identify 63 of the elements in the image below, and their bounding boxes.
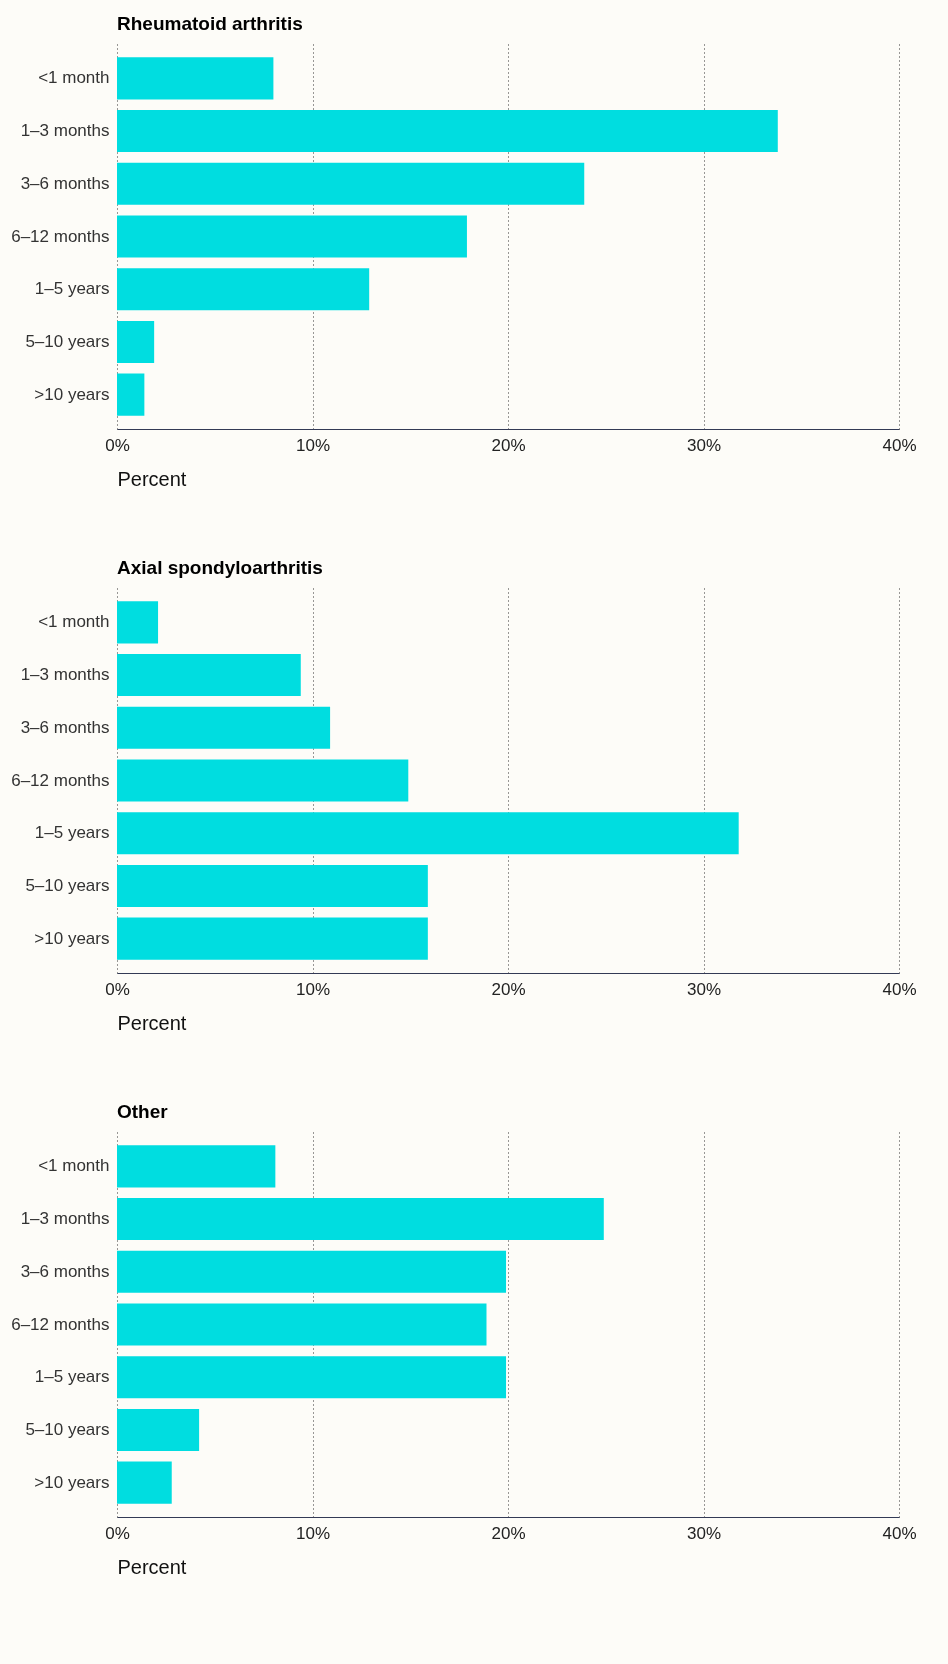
y-tick-label: 5–10 years: [25, 875, 110, 895]
y-tick-label: 3–6 months: [20, 173, 110, 193]
bar: [117, 215, 467, 258]
y-tick-label: <1 month: [38, 68, 110, 88]
bar: [117, 1461, 172, 1504]
bar: [117, 812, 739, 855]
x-tick-label: 20%: [491, 435, 526, 455]
y-tick-label: 3–6 months: [20, 717, 110, 737]
y-tick-label: 1–3 months: [20, 665, 110, 685]
y-tick-label: 5–10 years: [25, 1419, 110, 1439]
x-tick-label: 20%: [491, 979, 526, 999]
bar: [117, 320, 155, 364]
x-tick-label: 10%: [295, 979, 331, 999]
bar: [117, 706, 331, 749]
chart-title: Axial spondyloarthritis: [117, 557, 323, 578]
bar: [117, 759, 409, 802]
bar: [117, 1408, 200, 1452]
chart-title: Rheumatoid arthritis: [117, 13, 303, 34]
x-tick-label: 40%: [882, 435, 917, 455]
bar: [117, 1250, 507, 1293]
y-tick-label: 1–5 years: [34, 1367, 110, 1387]
x-tick-label: 0%: [105, 1523, 130, 1543]
bar: [117, 1145, 276, 1188]
x-tick-label: 10%: [295, 435, 331, 455]
bar: [117, 57, 274, 100]
x-tick-label: 30%: [686, 979, 722, 999]
y-tick-label: 6–12 months: [11, 226, 110, 246]
bar: [117, 864, 428, 908]
bar: [117, 1303, 487, 1346]
x-axis-title: Percent: [117, 467, 187, 490]
x-axis-title: Percent: [117, 1555, 187, 1578]
x-axis-title: Percent: [117, 1011, 187, 1034]
x-tick-label: 30%: [686, 435, 722, 455]
y-tick-label: 1–3 months: [20, 121, 110, 141]
x-tick-label: 10%: [295, 1523, 331, 1543]
y-tick-label: 6–12 months: [11, 1314, 110, 1334]
bar: [117, 373, 145, 416]
y-tick-label: 6–12 months: [11, 770, 110, 790]
y-tick-label: <1 month: [38, 1156, 110, 1176]
y-tick-label: 1–5 years: [34, 823, 110, 843]
x-tick-label: 0%: [105, 435, 130, 455]
bar: [117, 917, 428, 960]
x-tick-label: 0%: [105, 979, 130, 999]
y-tick-label: 1–3 months: [20, 1209, 110, 1229]
x-tick-label: 20%: [491, 1523, 526, 1543]
bar: [117, 1356, 507, 1399]
y-tick-label: 1–5 years: [34, 279, 110, 299]
x-tick-label: 30%: [686, 1523, 722, 1543]
bar: [117, 162, 585, 205]
bar: [117, 601, 159, 644]
bar: [117, 109, 778, 153]
y-tick-label: >10 years: [34, 1472, 110, 1492]
y-tick-label: >10 years: [34, 928, 110, 948]
y-tick-label: 5–10 years: [25, 331, 110, 351]
y-tick-label: <1 month: [38, 612, 110, 632]
x-tick-label: 40%: [882, 1523, 917, 1543]
chart-title: Other: [117, 1101, 169, 1122]
y-tick-label: >10 years: [34, 384, 110, 404]
x-tick-label: 40%: [882, 979, 917, 999]
y-tick-label: 3–6 months: [20, 1261, 110, 1281]
bar: [117, 1197, 604, 1241]
bar: [117, 268, 370, 311]
bar: [117, 653, 301, 697]
